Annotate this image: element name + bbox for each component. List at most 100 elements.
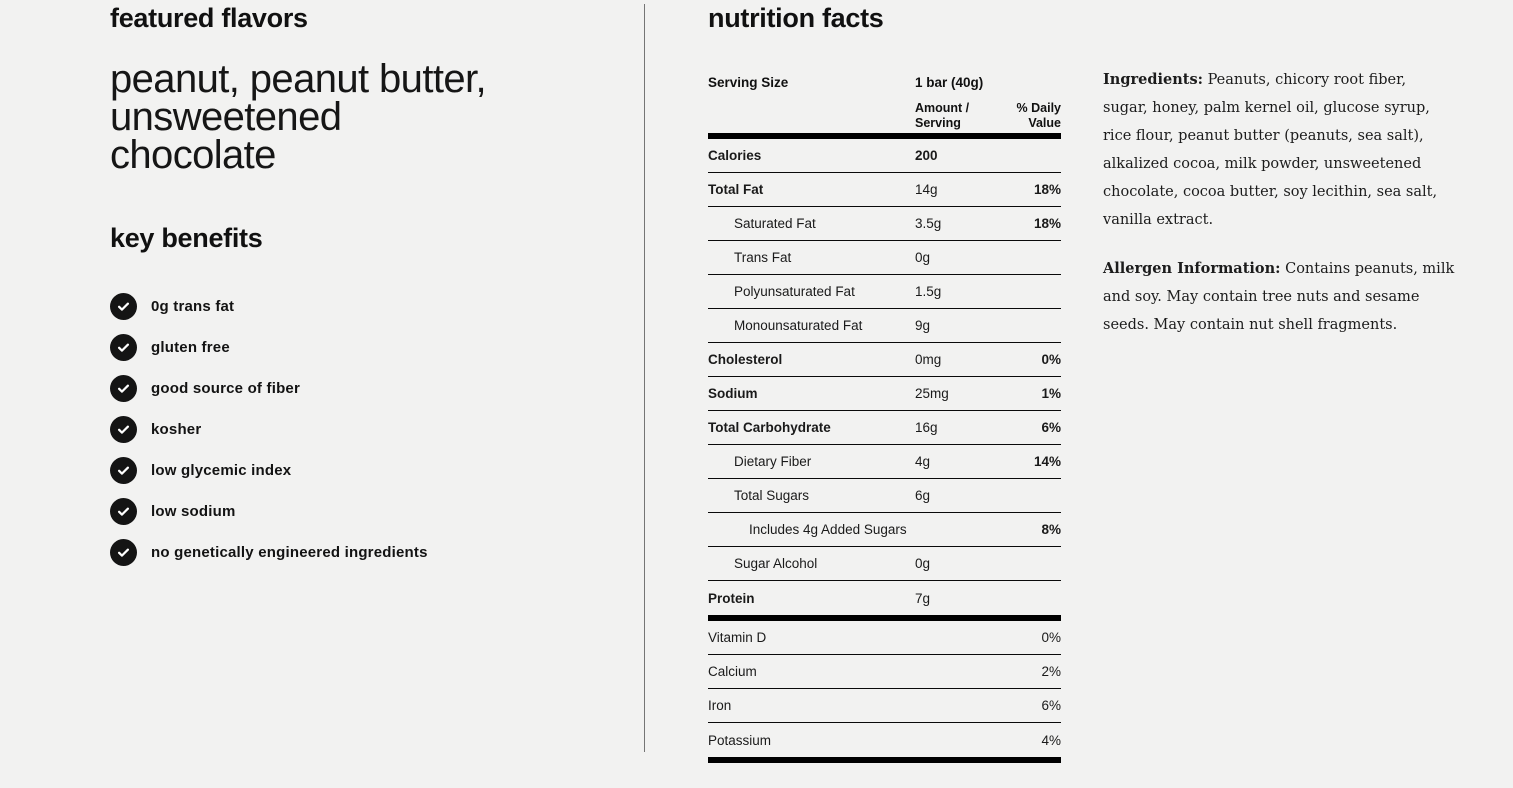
- thick-rule: [708, 133, 1061, 139]
- vertical-divider: [644, 4, 645, 752]
- table-row: Sugar Alcohol 0g: [708, 547, 1061, 581]
- vitamin-daily-value: 4%: [1041, 732, 1061, 748]
- nutrient-label: Dietary Fiber: [734, 454, 812, 469]
- flavors-text: peanut, peanut butter, unsweetened choco…: [110, 57, 487, 177]
- ingredients-paragraph: Ingredients: Peanuts, chicory root fiber…: [1103, 66, 1455, 234]
- nutrient-label: Total Sugars: [734, 488, 810, 503]
- table-row: Cholesterol 0mg 0%: [708, 343, 1061, 377]
- nutrient-daily-value: 8%: [1041, 522, 1061, 537]
- list-item: 0g trans fat: [110, 286, 630, 327]
- table-row: Vitamin D 0%: [708, 621, 1061, 655]
- nutrient-daily-value: 0%: [1041, 352, 1061, 367]
- table-row: Polyunsaturated Fat 1.5g: [708, 275, 1061, 309]
- benefit-label: no genetically engineered ingredients: [151, 544, 428, 561]
- allergen-label: Allergen Information:: [1103, 260, 1281, 277]
- benefit-label: low glycemic index: [151, 462, 292, 479]
- table-row: Includes 4g Added Sugars 8%: [708, 513, 1061, 547]
- nutrient-amount: 4g: [915, 454, 931, 469]
- list-item: good source of fiber: [110, 368, 630, 409]
- table-row: Monounsaturated Fat 9g: [708, 309, 1061, 343]
- check-icon: [110, 334, 137, 361]
- nutrient-amount: 200: [915, 148, 938, 163]
- vitamin-label: Calcium: [708, 664, 757, 679]
- nutrition-rows: Calories 200 Total Fat 14g 18% Saturated…: [708, 139, 1061, 615]
- ingredients-section: Ingredients: Peanuts, chicory root fiber…: [1103, 66, 1455, 360]
- serving-size-row: Serving Size 1 bar (40g): [708, 74, 1061, 91]
- table-row: Protein 7g: [708, 581, 1061, 615]
- nutrient-amount: 16g: [915, 420, 938, 435]
- check-icon: [110, 375, 137, 402]
- flavors-benefits-section: featured flavors peanut, peanut butter, …: [110, 3, 630, 589]
- check-icon: [110, 539, 137, 566]
- nutrient-amount: 9g: [915, 318, 931, 333]
- check-icon: [110, 416, 137, 443]
- check-icon: [110, 457, 137, 484]
- table-row: Calories 200: [708, 139, 1061, 173]
- table-row: Total Carbohydrate 16g 6%: [708, 411, 1061, 445]
- nutrient-label: Sodium: [708, 386, 758, 401]
- nutrient-amount: 1.5g: [915, 284, 942, 299]
- list-item: low sodium: [110, 491, 630, 532]
- nutrient-amount: 0mg: [915, 352, 942, 367]
- list-item: kosher: [110, 409, 630, 450]
- vitamin-label: Vitamin D: [708, 630, 767, 645]
- nutrient-label: Protein: [708, 590, 755, 606]
- serving-size-value: 1 bar (40g): [915, 75, 984, 90]
- nutrient-daily-value: 6%: [1041, 420, 1061, 435]
- daily-value-header: % Daily Value: [1016, 101, 1061, 130]
- benefit-label: 0g trans fat: [151, 298, 235, 315]
- benefit-label: kosher: [151, 421, 202, 438]
- nutrient-daily-value: 18%: [1033, 216, 1061, 231]
- list-item: no genetically engineered ingredients: [110, 532, 630, 573]
- amount-serving-header: Amount / Serving: [915, 101, 970, 130]
- table-row: Total Sugars 6g: [708, 479, 1061, 513]
- vitamin-label: Iron: [708, 698, 732, 713]
- check-icon: [110, 498, 137, 525]
- allergen-paragraph: Allergen Information: Contains peanuts, …: [1103, 255, 1455, 339]
- table-row: Saturated Fat 3.5g 18%: [708, 207, 1061, 241]
- nutrient-amount: 7g: [915, 590, 931, 606]
- table-row: Calcium 2%: [708, 655, 1061, 689]
- nutrient-label: Total Fat: [708, 182, 764, 197]
- allergen-text: Contains peanuts, milk and soy. May cont…: [1103, 261, 1455, 333]
- table-row: Sodium 25mg 1%: [708, 377, 1061, 411]
- ingredients-text: Peanuts, chicory root fiber, sugar, hone…: [1103, 72, 1438, 228]
- nutrient-label: Saturated Fat: [734, 216, 816, 231]
- nutrient-label: Trans Fat: [734, 250, 792, 265]
- nutrient-amount: 6g: [915, 488, 931, 503]
- vitamin-label: Potassium: [708, 732, 772, 748]
- daily-value-header-wrap: % Daily Value: [985, 101, 1061, 130]
- nutrient-label: Calories: [708, 148, 762, 163]
- thick-rule: [708, 757, 1061, 763]
- nutrient-label: Sugar Alcohol: [734, 556, 818, 571]
- vitamin-daily-value: 2%: [1041, 664, 1061, 679]
- benefit-label: good source of fiber: [151, 380, 301, 397]
- table-row: Potassium 4%: [708, 723, 1061, 757]
- nutrient-amount: 0g: [915, 556, 931, 571]
- table-row: Dietary Fiber 4g 14%: [708, 445, 1061, 479]
- table-row: Total Fat 14g 18%: [708, 173, 1061, 207]
- vitamin-rows: Vitamin D 0% Calcium 2% Iron 6% Potassiu…: [708, 621, 1061, 757]
- benefit-label: gluten free: [151, 339, 230, 356]
- nutrient-label: Polyunsaturated Fat: [734, 284, 855, 299]
- nutrient-label: Monounsaturated Fat: [734, 318, 863, 333]
- vitamin-daily-value: 0%: [1041, 630, 1061, 645]
- ingredients-label: Ingredients:: [1103, 71, 1203, 88]
- nutrient-label: Total Carbohydrate: [708, 420, 831, 435]
- nutrient-amount: 3.5g: [915, 216, 942, 231]
- nutrition-facts-heading: nutrition facts: [708, 3, 884, 33]
- nutrient-daily-value: 14%: [1033, 454, 1061, 469]
- serving-size-label: Serving Size: [708, 75, 789, 90]
- list-item: low glycemic index: [110, 450, 630, 491]
- nutrient-label: Includes 4g Added Sugars: [749, 522, 907, 537]
- nutrient-amount: 25mg: [915, 386, 949, 401]
- column-header-spacer: [708, 101, 915, 130]
- thick-rule: [708, 615, 1061, 621]
- nutrition-facts-section: nutrition facts Serving Size 1 bar (40g)…: [708, 3, 1061, 763]
- nutrient-daily-value: 1%: [1041, 386, 1061, 401]
- table-row: Iron 6%: [708, 689, 1061, 723]
- key-benefits-heading: key benefits: [110, 223, 263, 253]
- benefit-label: low sodium: [151, 503, 236, 520]
- nutrient-label: Cholesterol: [708, 352, 783, 367]
